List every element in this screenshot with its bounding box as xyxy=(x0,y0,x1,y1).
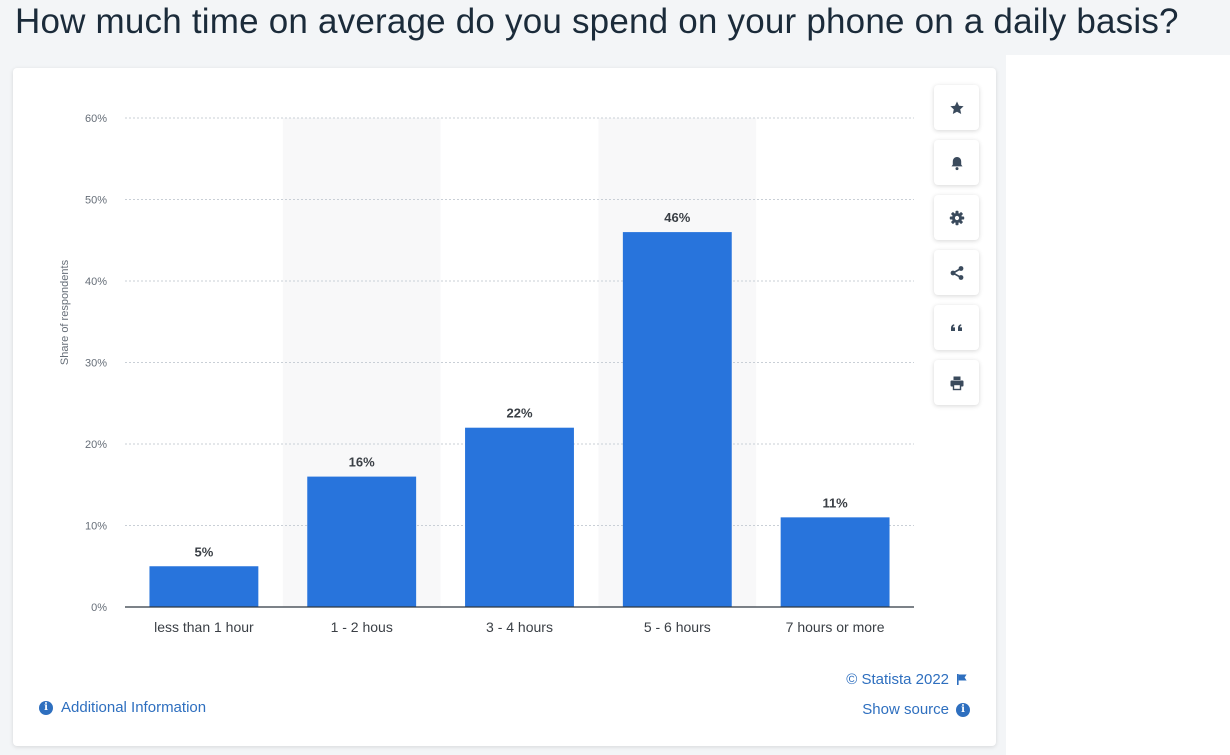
info-icon: i xyxy=(39,700,53,715)
statista-credit[interactable]: © Statista 2022 xyxy=(846,671,968,688)
additional-information-link[interactable]: i Additional Information xyxy=(39,699,206,716)
x-tick-label: 7 hours or more xyxy=(786,619,885,635)
cite-button[interactable] xyxy=(934,305,979,350)
info-icon: i xyxy=(956,702,970,717)
share-button[interactable] xyxy=(934,250,979,295)
settings-button[interactable] xyxy=(934,195,979,240)
credit-text: © Statista 2022 xyxy=(846,671,949,688)
y-axis-title: Share of respondents xyxy=(59,259,71,365)
gear-icon xyxy=(949,210,964,225)
y-tick-label: 0% xyxy=(91,602,107,614)
bar xyxy=(465,427,574,607)
data-label: 22% xyxy=(506,406,532,421)
print-button[interactable] xyxy=(934,360,979,405)
bar-chart: 0% 10% 20% 30% 40% 50% 60% 5% less than 1 hour 16… xyxy=(59,113,914,635)
y-tick-label: 30% xyxy=(85,358,107,370)
y-tick-label: 40% xyxy=(85,276,107,288)
side-panel xyxy=(1006,55,1230,755)
additional-information-label: Additional Information xyxy=(61,699,207,716)
data-label: 46% xyxy=(664,210,690,225)
star-icon xyxy=(949,101,964,114)
y-tick-label: 50% xyxy=(85,195,107,207)
bar xyxy=(780,517,890,607)
notification-button[interactable] xyxy=(934,140,979,185)
x-tick-label: 5 - 6 hours xyxy=(644,619,711,635)
quote-icon xyxy=(950,323,962,331)
bell-icon xyxy=(951,156,962,170)
x-tick-label: less than 1 hour xyxy=(154,619,254,635)
chart-card: 0% 10% 20% 30% 40% 50% 60% 5% less than 1 hour 16… xyxy=(13,68,996,746)
bar xyxy=(307,476,417,607)
favorite-button[interactable] xyxy=(934,85,979,130)
bar xyxy=(622,232,732,607)
print-icon xyxy=(950,376,963,390)
show-source-label: Show source xyxy=(862,701,949,718)
show-source-link[interactable]: Show source i xyxy=(862,701,970,718)
x-tick-label: 1 - 2 hous xyxy=(331,619,393,635)
y-tick-label: 20% xyxy=(85,439,107,451)
page-title: How much time on average do you spend on… xyxy=(15,2,1179,41)
data-label: 5% xyxy=(195,544,214,559)
share-icon xyxy=(950,265,963,280)
flag-icon xyxy=(957,674,967,685)
y-tick-label: 60% xyxy=(85,113,107,125)
bar xyxy=(149,566,259,607)
y-tick-label: 10% xyxy=(85,521,107,533)
data-label: 16% xyxy=(349,455,375,470)
x-tick-label: 3 - 4 hours xyxy=(486,619,553,635)
data-label: 11% xyxy=(822,495,848,510)
